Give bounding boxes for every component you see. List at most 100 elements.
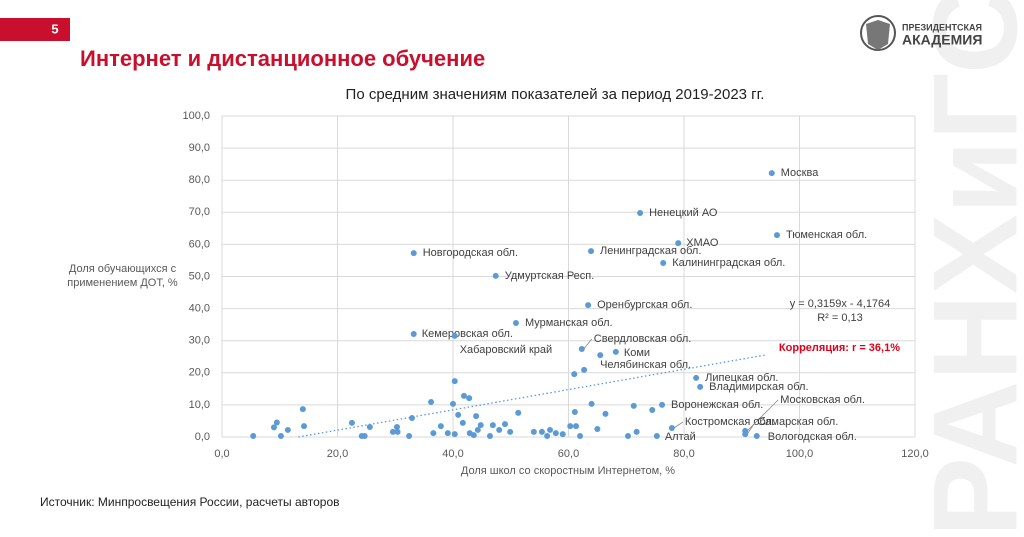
y-tick-label: 50,0 (189, 270, 210, 282)
point-label: Ленинградская обл. (600, 245, 701, 257)
y-tick-label: 30,0 (189, 335, 210, 347)
y-tick-label: 90,0 (189, 142, 210, 154)
point-label: Воронежская обл. (671, 399, 763, 411)
logo-emblem (860, 15, 896, 51)
point (408, 415, 415, 422)
x-tick-label: 40,0 (442, 448, 463, 460)
y-tick-label: 0,0 (195, 431, 210, 443)
point (581, 366, 588, 373)
point-label: Тюменская обл. (786, 229, 867, 241)
point-label: Челябинская обл. (600, 359, 691, 371)
point (389, 428, 396, 435)
point (559, 431, 566, 438)
annotation: Корреляция: r = 36,1% (779, 342, 900, 354)
point (544, 433, 551, 440)
point (455, 411, 462, 418)
point (451, 378, 458, 385)
point-label: Коми (624, 347, 650, 359)
point (393, 424, 400, 431)
point (753, 433, 760, 440)
y-tick-label: 20,0 (189, 367, 210, 379)
point (470, 432, 477, 439)
point (624, 433, 631, 440)
point (567, 423, 574, 430)
point (612, 348, 619, 355)
point (693, 374, 700, 381)
point (602, 410, 609, 417)
point (273, 419, 280, 426)
point (501, 421, 508, 428)
point (486, 433, 493, 440)
y-tick-label: 60,0 (189, 238, 210, 250)
point (507, 428, 514, 435)
point-label: Свердловская обл. (594, 333, 692, 345)
point-label: Ненецкий АО (649, 207, 718, 219)
point-label: Владимирская обл. (709, 381, 808, 393)
point (496, 426, 503, 433)
point-label: ХМАО (686, 237, 719, 249)
point (675, 240, 682, 247)
point (571, 408, 578, 415)
point (547, 426, 554, 433)
chart-title: По средним значениям показателей за пери… (346, 86, 765, 103)
y-tick-label: 80,0 (189, 174, 210, 186)
y-axis-label: Доля обучающихся с применением ДОТ, % (67, 263, 178, 289)
point-label: Москва (781, 167, 819, 179)
point-label: Удмуртская Респ. (505, 270, 595, 282)
x-axis-label: Доля школ со скоростным Интернетом, % (461, 465, 675, 477)
point-label: Вологодская обл. (768, 431, 857, 443)
point (588, 400, 595, 407)
trendline-equation: y = 0,3159x - 4,1764 (790, 298, 891, 310)
point (450, 400, 456, 407)
point (668, 425, 675, 432)
point-label: Новгородская обл. (423, 247, 518, 259)
point (473, 413, 480, 420)
point (301, 423, 308, 430)
point (410, 330, 417, 337)
point (394, 428, 401, 435)
point (277, 433, 284, 440)
point (659, 401, 666, 408)
point (653, 433, 660, 440)
point (460, 392, 467, 399)
y-tick-label: 70,0 (189, 206, 210, 218)
x-tick-label: 20,0 (327, 448, 348, 460)
point (660, 260, 667, 267)
point (492, 272, 499, 279)
point (348, 419, 355, 426)
point (773, 232, 780, 239)
slide-title: Интернет и дистанционное обучение (80, 46, 485, 71)
point (474, 426, 481, 433)
point (410, 250, 417, 257)
point (437, 423, 444, 430)
point-label: Хабаровский край (460, 344, 552, 356)
logo-line: АКАДЕМИЯ (902, 32, 982, 48)
point-label: Кемеровская обл. (422, 328, 513, 340)
trendline-r2: R² = 0,13 (817, 312, 863, 324)
point (459, 419, 466, 426)
x-tick-label: 80,0 (673, 448, 694, 460)
leader-line (746, 421, 756, 435)
point (451, 332, 458, 339)
point (585, 302, 592, 309)
point (512, 320, 519, 327)
point (637, 209, 644, 216)
point (530, 428, 537, 435)
x-tick-label: 120,0 (901, 448, 929, 460)
leader-line (673, 421, 684, 429)
point (573, 423, 580, 430)
logo-line: ПРЕЗИДЕНТСКАЯ (902, 22, 982, 32)
point (588, 248, 595, 255)
point (594, 425, 601, 432)
point (578, 346, 585, 353)
page-tab (0, 18, 70, 41)
point (466, 395, 473, 402)
point (361, 433, 368, 440)
point (489, 422, 496, 429)
point-label: Липецкая обл. (705, 372, 778, 384)
point-label: Мурманская обл. (525, 317, 613, 329)
point (577, 433, 584, 440)
point (250, 433, 257, 440)
x-tick-label: 60,0 (558, 448, 579, 460)
